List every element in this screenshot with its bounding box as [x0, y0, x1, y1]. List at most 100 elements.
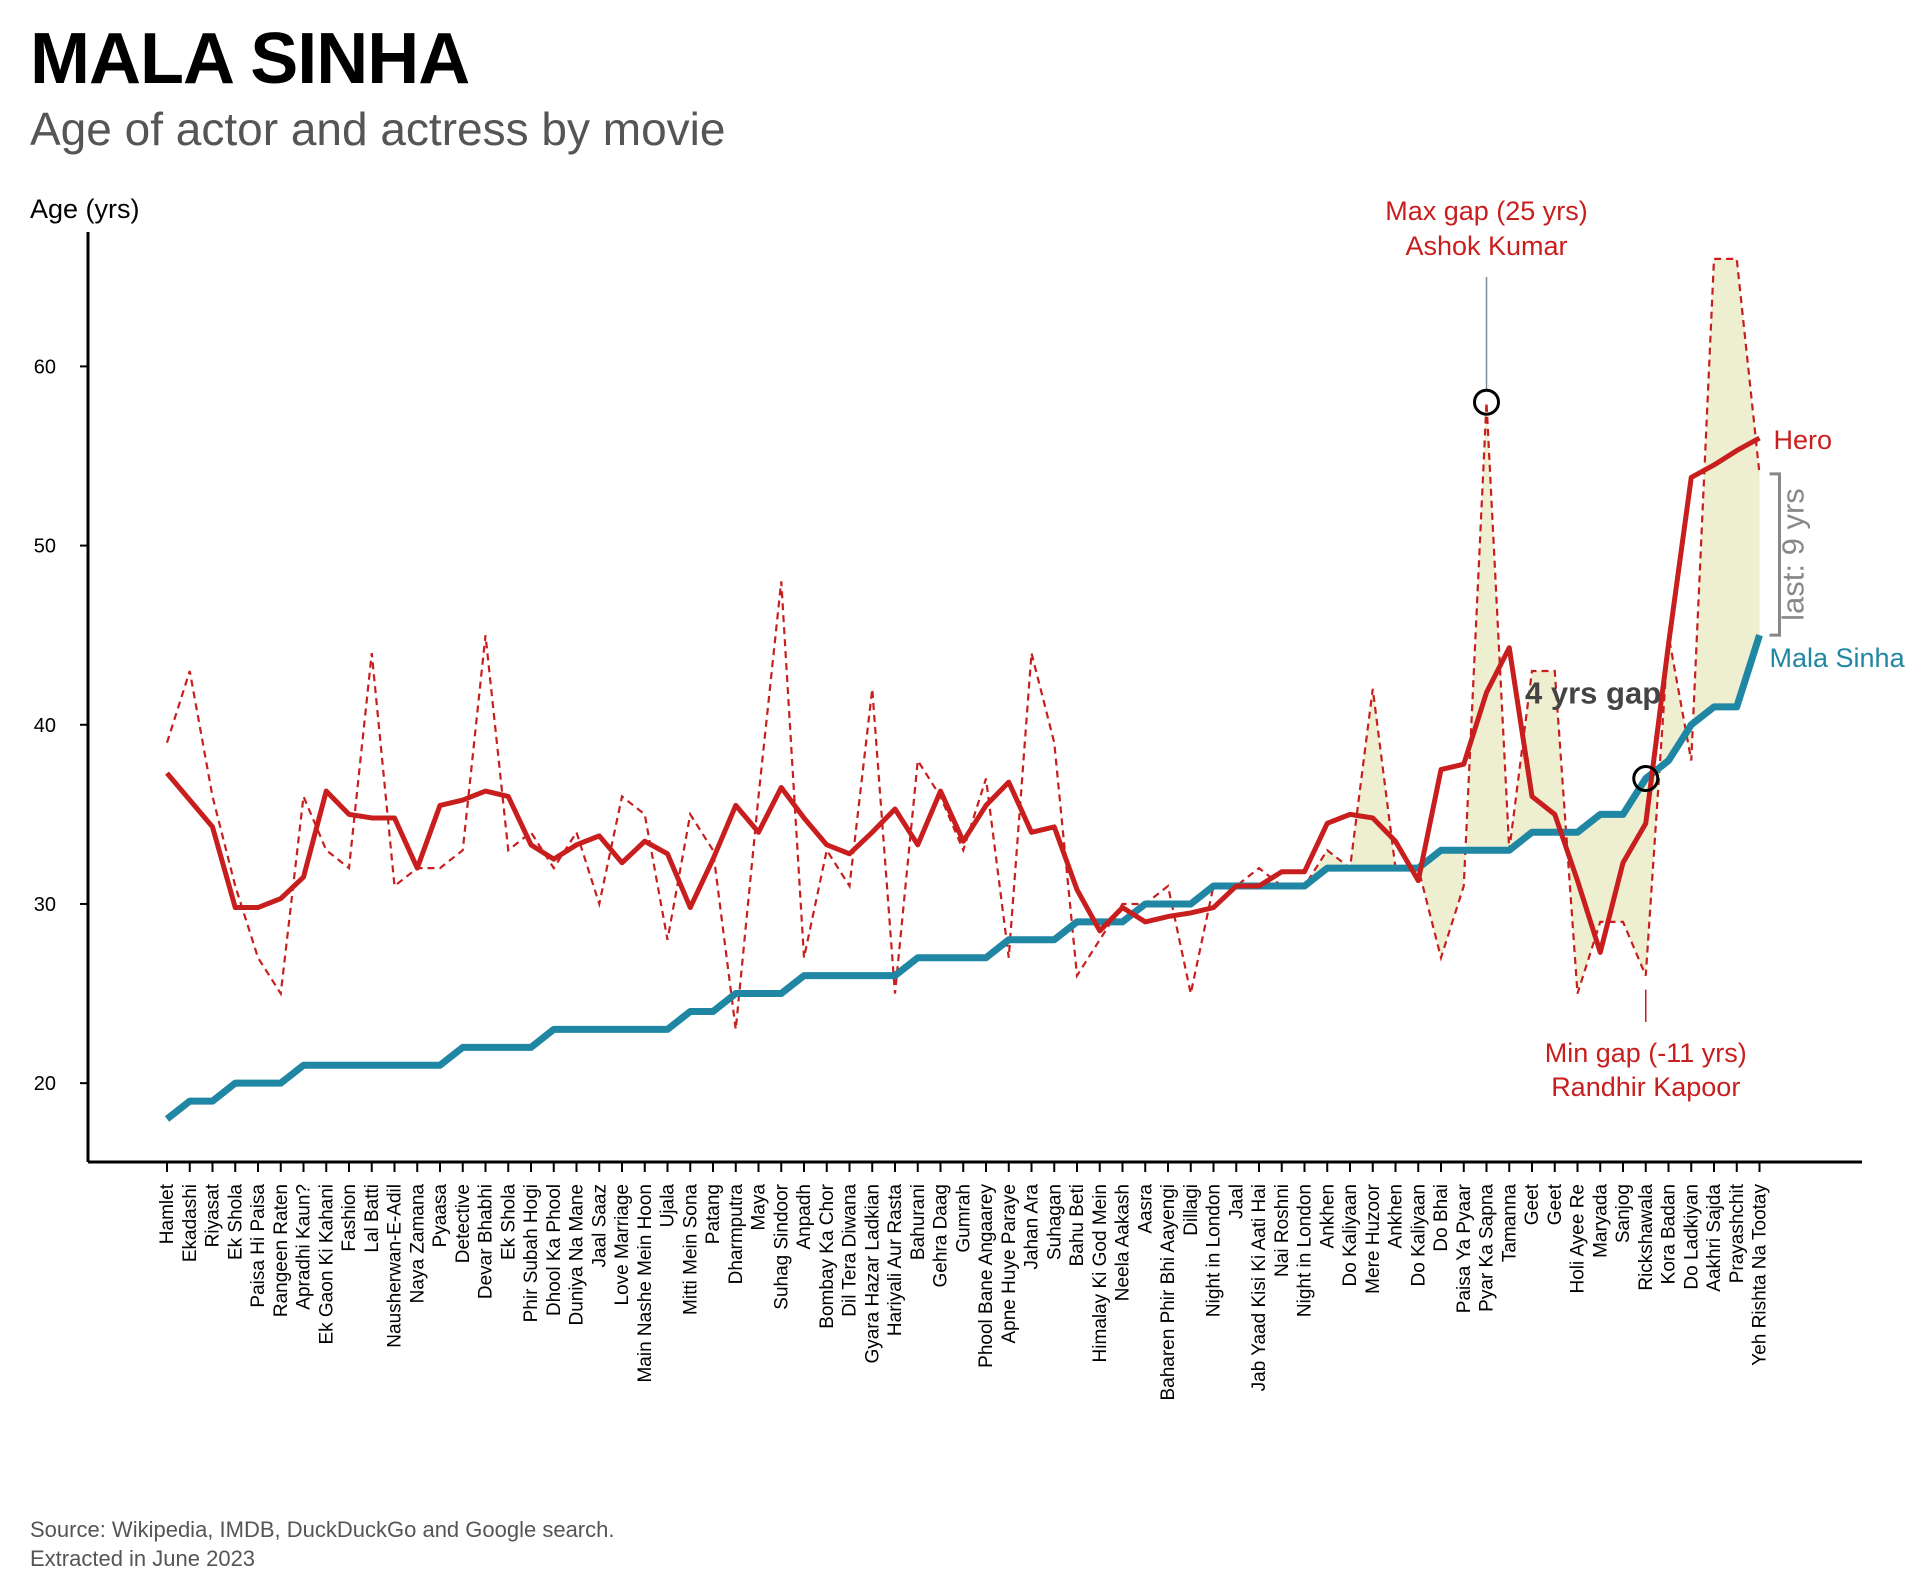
x-tick-label: Night in London [1295, 1184, 1316, 1317]
x-tick-label: Phool Bane Angaarey [976, 1184, 997, 1368]
x-tick-label: Suhag Sindoor [771, 1183, 792, 1309]
y-tick-label: 50 [34, 536, 56, 558]
x-tick-label: Jaal Saaz [589, 1184, 610, 1267]
x-tick-label: Prayashchit [1727, 1183, 1748, 1283]
y-tick-label: 60 [34, 356, 56, 378]
actress-series-label: Mala Sinha [1770, 643, 1906, 673]
x-tick-label: Pyaasa [430, 1184, 451, 1248]
crossover-marker [1632, 765, 1660, 793]
last-gap-bracket [1769, 472, 1781, 637]
crossover-gap-label: 4 yrs gap [1525, 675, 1661, 710]
x-tick-label: Rangeen Raten [271, 1184, 292, 1317]
max-gap-actor-label: Ashok Kumar [1405, 231, 1567, 261]
x-tick-label: Maya [749, 1184, 770, 1231]
actress-age-line [164, 634, 1763, 1122]
x-tick-label: Nai Roshni [1272, 1184, 1293, 1277]
x-tick-label: Gumrah [953, 1184, 974, 1253]
hero-age-smoothed-line [165, 435, 1761, 955]
x-tick-label: Ekadashi [180, 1184, 201, 1262]
x-tick-label: Tamanna [1499, 1184, 1520, 1263]
x-tick-label: Lal Batti [362, 1184, 383, 1253]
extraction-date-line: Extracted in June 2023 [30, 1546, 256, 1571]
x-tick-label: Holi Ayee Re [1568, 1184, 1589, 1294]
x-tick-label: Gyara Hazar Ladkian [862, 1184, 883, 1364]
max-gap-label: Max gap (25 yrs) [1385, 196, 1588, 226]
x-tick-label: Suhagan [1044, 1184, 1065, 1260]
x-tick-label: Naya Zamana [407, 1184, 428, 1304]
x-tick-label: Do Kaliyaan [1340, 1184, 1361, 1286]
x-tick-label: Bombay Ka Chor [817, 1183, 838, 1328]
x-tick-label: Aasra [1135, 1184, 1156, 1234]
hero-age-per-movie-line [165, 257, 1761, 1030]
x-tick-label: Geet [1522, 1183, 1543, 1225]
x-tick-label: Sanjog [1613, 1184, 1634, 1243]
y-tick-label: 30 [34, 894, 56, 916]
x-tick-label: Mere Huzoor [1363, 1183, 1384, 1293]
x-ticks: Hamlet Ekadashi Riyasat Ek Shola Paisa Hi Pa… [157, 1162, 1771, 1401]
x-tick-label: Do Ladkiyan [1681, 1184, 1702, 1290]
x-tick-label: Do Bhai [1431, 1184, 1452, 1252]
y-tick-label: 20 [34, 1073, 56, 1095]
source-note: Source: Wikipedia, IMDB, DuckDuckGo and … [30, 1515, 614, 1573]
x-tick-label: Yeh Rishta Na Tootay [1750, 1184, 1771, 1366]
x-tick-label: Patang [703, 1184, 724, 1244]
annotations: Max gap (25 yrs) Ashok Kumar Min gap (-1… [1385, 196, 1905, 1102]
chart-subtitle: Age of actor and actress by movie [30, 103, 726, 155]
y-tick-label: 40 [34, 715, 56, 737]
x-tick-label: Mitti Mein Sona [680, 1184, 701, 1315]
max-gap-marker [1473, 388, 1500, 416]
hero-series-label: Hero [1774, 425, 1833, 455]
x-tick-label: Baharen Phir Bhi Aayengi [1158, 1184, 1179, 1401]
source-line: Source: Wikipedia, IMDB, DuckDuckGo and … [30, 1517, 615, 1542]
x-tick-label: Ankhen [1317, 1184, 1338, 1248]
x-tick-label: Dharmputra [726, 1184, 747, 1285]
x-tick-label: Ek Shola [225, 1184, 246, 1260]
x-tick-label: Nausherwan-E-Adil [385, 1184, 406, 1348]
x-tick-label: Devar Bhabhi [476, 1184, 497, 1299]
x-tick-label: Fashion [339, 1184, 360, 1252]
x-tick-label: Do Kaliyaan [1408, 1184, 1429, 1286]
x-tick-label: Duniya Na Mane [567, 1184, 588, 1326]
y-axis-label: Age (yrs) [30, 194, 140, 224]
x-tick-label: Pyar Ka Sapna [1477, 1184, 1498, 1312]
gap-fill-area [1304, 258, 1760, 994]
min-gap-label: Min gap (-11 yrs) [1545, 1038, 1747, 1068]
x-tick-label: Ek Shola [498, 1184, 519, 1260]
x-tick-label: Main Nashe Mein Hoon [635, 1184, 656, 1383]
x-tick-label: Phir Subah Hogi [521, 1184, 542, 1322]
x-tick-label: Hariyali Aur Rasta [885, 1184, 906, 1336]
x-tick-label: Paisa Ya Pyaar [1454, 1183, 1475, 1313]
gap-fill-layer [1304, 258, 1760, 994]
x-tick-label: Night in London [1204, 1184, 1225, 1317]
x-tick-label: Apne Huye Paraye [999, 1184, 1020, 1344]
x-tick-label: Anpadh [794, 1184, 815, 1250]
x-tick-label: Paisa Hi Paisa [248, 1184, 269, 1308]
x-tick-label: Geet [1545, 1183, 1566, 1225]
x-tick-label: Aakhri Sajda [1704, 1184, 1725, 1292]
y-ticks: 20 30 40 50 60 [34, 356, 88, 1095]
x-tick-label: Himalay Ki God Mein [1090, 1184, 1111, 1362]
chart-title: MALA SINHA [30, 19, 470, 99]
x-tick-label: Dil Tera Diwana [840, 1184, 861, 1317]
series-lines [164, 257, 1763, 1122]
last-gap-label: last: 9 yrs [1776, 488, 1811, 621]
x-tick-label: Bahurani [908, 1184, 929, 1260]
x-tick-label: Bahu Beti [1067, 1184, 1088, 1266]
x-tick-label: Hamlet [157, 1183, 178, 1244]
x-tick-label: Kora Badan [1659, 1184, 1680, 1284]
x-tick-label: Gehra Daag [931, 1184, 952, 1288]
axes: Age (yrs) [30, 194, 1862, 1164]
x-tick-label: Riyasat [203, 1183, 224, 1247]
x-tick-label: Jahan Ara [1022, 1184, 1043, 1270]
x-tick-label: Dhool Ka Phool [544, 1184, 565, 1316]
x-tick-label: Maryada [1590, 1184, 1611, 1258]
x-tick-label: Dillagi [1181, 1184, 1202, 1236]
x-tick-label: Neela Aakash [1113, 1184, 1134, 1301]
x-tick-label: Jab Yaad Kisi Ki Aati Hai [1249, 1184, 1270, 1391]
x-tick-label: Apradhi Kaun? [294, 1184, 315, 1310]
x-tick-label: Ek Gaon Ki Kahani [316, 1184, 337, 1345]
x-tick-label: Jaal [1226, 1184, 1247, 1219]
x-tick-label: Detective [453, 1184, 474, 1263]
x-tick-label: Ankhen [1386, 1184, 1407, 1248]
